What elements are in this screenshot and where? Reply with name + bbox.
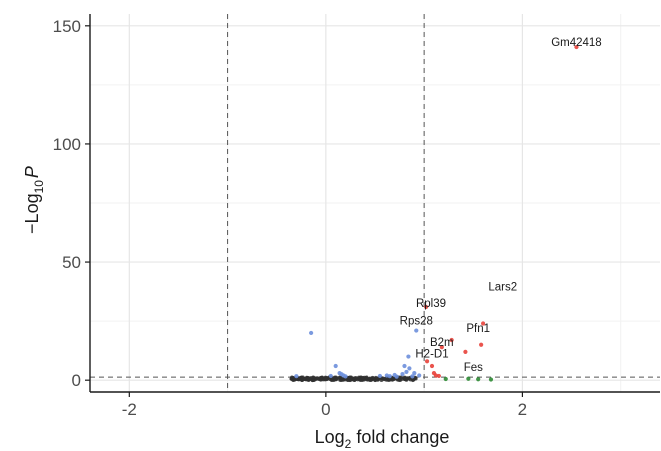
ns-point [375, 377, 380, 382]
p_only-point [400, 371, 405, 377]
ns-point [339, 377, 343, 382]
fc_only-point [466, 376, 471, 381]
ns-point [296, 377, 301, 382]
gene-label: Pfn1 [466, 323, 490, 335]
gene-label: Lars2 [488, 281, 517, 293]
ns-points [289, 375, 418, 383]
cutoff-lines [90, 14, 660, 392]
ns-point [321, 376, 326, 381]
axes [89, 14, 660, 393]
p_only-point [417, 373, 422, 378]
both-point [463, 349, 468, 354]
data-points [294, 44, 579, 382]
both-point [481, 321, 486, 326]
y-tick-label: 50 [62, 253, 81, 272]
gene-label: H2-D1 [415, 349, 448, 361]
y-tick-label: 100 [53, 135, 81, 154]
p_only-point [387, 374, 392, 379]
ns-point [318, 377, 323, 382]
fc_only-point [488, 377, 494, 382]
ticks: -2 0 2 0 50 100 150 [53, 17, 528, 419]
ns-point [386, 377, 391, 382]
ns-point [315, 376, 320, 381]
ns-point [405, 376, 410, 381]
p_only-point [406, 354, 411, 359]
fc_only-point [476, 377, 481, 382]
p_only-point [414, 328, 419, 333]
both-point [449, 337, 454, 343]
ns-point [402, 376, 407, 381]
p_only-point [394, 374, 399, 379]
ns-point [333, 376, 338, 381]
y-axis-title: −Log10P [22, 166, 46, 234]
ns-point [306, 377, 310, 382]
gene-label: Rpl39 [416, 298, 446, 310]
ns-point [367, 377, 372, 382]
x-tick-label: -2 [122, 400, 137, 419]
both-point [439, 345, 444, 350]
x-axis-title-rest: fold change [351, 427, 449, 447]
both-point [574, 44, 579, 50]
x-tick-label: 0 [321, 400, 330, 419]
p_only-point [294, 374, 299, 379]
p_only-point [309, 330, 314, 336]
ns-point [354, 376, 358, 380]
p_only-point [333, 363, 338, 369]
x-axis-title-subscript: 2 [345, 437, 352, 451]
p_only-point [412, 371, 417, 376]
p_only-point [407, 366, 412, 371]
fc_only-point [443, 376, 448, 382]
gene-label: B2m [430, 337, 454, 349]
p_only-point [377, 373, 383, 379]
x-tick-label: 2 [518, 400, 527, 419]
p_only-point [328, 373, 333, 379]
y-axis-title-variable: P [22, 166, 42, 178]
y-tick-label: 150 [53, 17, 81, 36]
p_only-point [404, 369, 409, 375]
gene-label: Rps28 [400, 316, 433, 328]
ns-point [410, 378, 415, 383]
p_only-point [410, 374, 415, 379]
p_only-point [402, 363, 407, 369]
grid [90, 14, 660, 392]
y-axis-title-subscript: 10 [32, 180, 46, 194]
y-tick-label: 0 [72, 371, 81, 390]
ns-point [301, 376, 306, 381]
both-point [479, 342, 484, 347]
p_only-point [343, 374, 348, 379]
ns-point [311, 376, 316, 380]
both-point [436, 373, 441, 379]
gene-label: Fes [464, 362, 483, 374]
both-point [424, 359, 430, 364]
both-point [429, 363, 435, 369]
gene-label: Gm42418 [551, 37, 602, 49]
x-axis-title: Log2 fold change [315, 427, 450, 451]
ns-point [379, 378, 384, 383]
both-point [424, 304, 429, 310]
ns-point [329, 377, 334, 382]
ns-point [361, 377, 366, 382]
